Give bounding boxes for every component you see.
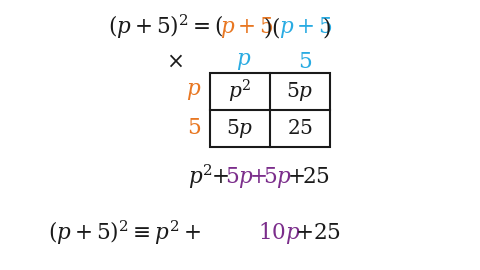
Text: $\times$: $\times$ (167, 52, 183, 72)
Text: $p + 5$: $p + 5$ (279, 15, 333, 39)
Text: $25$: $25$ (302, 167, 330, 187)
Text: $+$: $+$ (287, 167, 305, 187)
Text: $p$: $p$ (186, 81, 202, 102)
Text: $5$: $5$ (187, 119, 201, 139)
Text: $)($: $)($ (263, 15, 280, 39)
Text: $+$: $+$ (249, 167, 267, 187)
Text: $p^2$: $p^2$ (228, 78, 252, 105)
Text: $+ 25$: $+ 25$ (295, 223, 341, 243)
Text: $5p$: $5p$ (263, 164, 292, 190)
Text: $10p$: $10p$ (258, 220, 300, 246)
Text: $+$: $+$ (211, 167, 229, 187)
Text: $p^2$: $p^2$ (188, 163, 213, 191)
Text: $)$: $)$ (322, 15, 331, 39)
Text: $25$: $25$ (287, 119, 313, 138)
Text: $(p + 5)^2 \equiv p^2 +$: $(p + 5)^2 \equiv p^2 +$ (48, 219, 202, 247)
Text: $p$: $p$ (236, 52, 252, 73)
Text: $5p$: $5p$ (287, 80, 313, 103)
Text: $5p$: $5p$ (227, 117, 253, 140)
Text: $(p + 5)^2 = ($: $(p + 5)^2 = ($ (108, 13, 224, 41)
Text: $p + 5$: $p + 5$ (220, 15, 274, 39)
Text: $5$: $5$ (298, 52, 312, 72)
Text: $5p$: $5p$ (225, 164, 254, 190)
